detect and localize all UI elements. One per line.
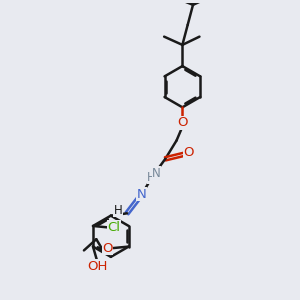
Text: OH: OH <box>87 260 108 273</box>
Text: H: H <box>147 171 156 184</box>
Text: O: O <box>102 242 113 254</box>
Text: Cl: Cl <box>108 221 121 234</box>
Text: O: O <box>177 116 188 129</box>
Text: H: H <box>114 204 123 217</box>
Text: N: N <box>152 167 161 180</box>
Text: N: N <box>137 188 147 201</box>
Text: O: O <box>183 146 194 159</box>
